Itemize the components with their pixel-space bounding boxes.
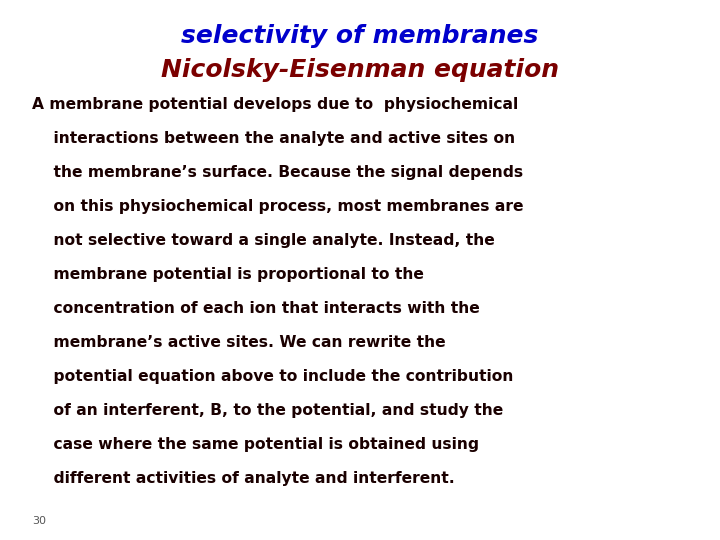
Text: membrane’s active sites. We can rewrite the: membrane’s active sites. We can rewrite … [32, 335, 446, 350]
Text: on this physiochemical process, most membranes are: on this physiochemical process, most mem… [32, 199, 524, 214]
Text: potential equation above to include the contribution: potential equation above to include the … [32, 369, 514, 384]
Text: A membrane potential develops due to  physiochemical: A membrane potential develops due to phy… [32, 97, 518, 112]
Text: membrane potential is proportional to the: membrane potential is proportional to th… [32, 267, 424, 282]
Text: selectivity of membranes: selectivity of membranes [181, 24, 539, 48]
Text: interactions between the analyte and active sites on: interactions between the analyte and act… [32, 131, 516, 146]
Text: concentration of each ion that interacts with the: concentration of each ion that interacts… [32, 301, 480, 316]
Text: the membrane’s surface. Because the signal depends: the membrane’s surface. Because the sign… [32, 165, 523, 180]
Text: not selective toward a single analyte. Instead, the: not selective toward a single analyte. I… [32, 233, 495, 248]
Text: case where the same potential is obtained using: case where the same potential is obtaine… [32, 437, 480, 453]
Text: of an interferent, B, to the potential, and study the: of an interferent, B, to the potential, … [32, 403, 504, 418]
Text: different activities of analyte and interferent.: different activities of analyte and inte… [32, 471, 455, 487]
Text: 30: 30 [32, 516, 46, 526]
Text: Nicolsky-Eisenman equation: Nicolsky-Eisenman equation [161, 58, 559, 82]
